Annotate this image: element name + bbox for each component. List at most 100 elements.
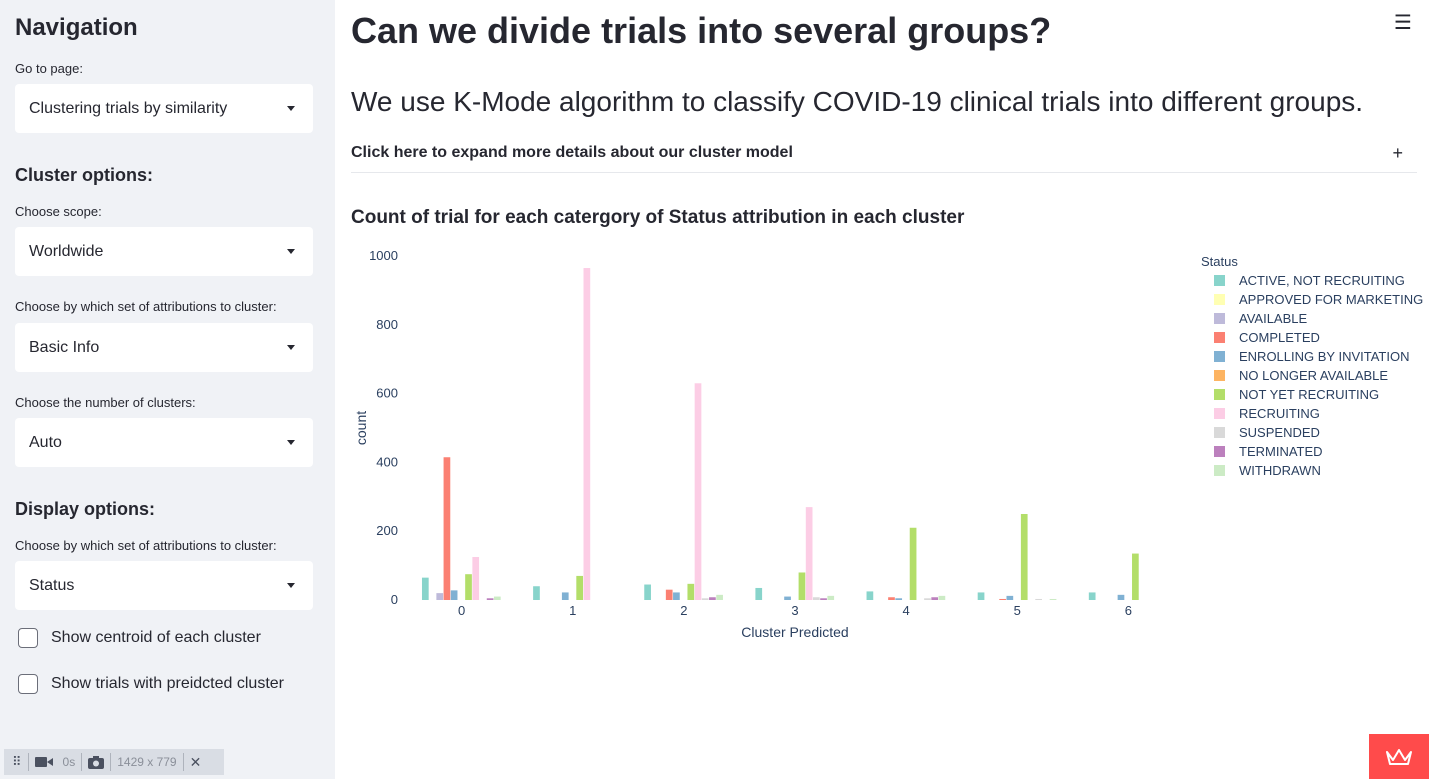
bar-4-9 bbox=[931, 597, 939, 600]
legend-entry: NO LONGER AVAILABLE bbox=[1239, 368, 1388, 383]
legend-swatch bbox=[1214, 370, 1225, 381]
page-title: Can we divide trials into several groups… bbox=[351, 10, 1052, 51]
legend-entry: WITHDRAWN bbox=[1239, 463, 1321, 478]
legend-swatch bbox=[1214, 275, 1225, 286]
bar-1-0 bbox=[533, 586, 540, 600]
legend-swatch bbox=[1214, 446, 1225, 457]
bar-2-9 bbox=[709, 597, 716, 600]
chart-title: Count of trial for each catergory of Sta… bbox=[351, 207, 965, 228]
attr-select[interactable]: Basic Info bbox=[15, 323, 313, 372]
bar-3-0 bbox=[755, 587, 763, 600]
legend-entry: AVAILABLE bbox=[1239, 311, 1307, 326]
bar-0-7 bbox=[472, 557, 480, 600]
bar-4-8 bbox=[924, 598, 931, 600]
screen-size: 1429 x 779 bbox=[117, 755, 177, 769]
caret-down-icon bbox=[287, 249, 295, 254]
camera-icon[interactable] bbox=[88, 755, 105, 769]
crown-icon bbox=[1386, 748, 1412, 765]
bar-2-8 bbox=[701, 598, 709, 600]
show-trials-label: Show trials with preidcted cluster bbox=[51, 675, 284, 692]
details-expander[interactable]: Click here to expand more details about … bbox=[351, 134, 1417, 173]
x-tick-label: 2 bbox=[680, 603, 687, 618]
legend-swatch bbox=[1214, 332, 1225, 343]
caret-down-icon bbox=[287, 345, 295, 350]
bar-3-8 bbox=[813, 597, 820, 600]
bar-1-7 bbox=[583, 268, 591, 600]
legend-entry: ENROLLING BY INVITATION bbox=[1239, 349, 1409, 364]
num-clusters-label: Choose the number of clusters: bbox=[15, 395, 196, 410]
close-icon[interactable]: ✕ bbox=[189, 753, 202, 770]
checkbox-box[interactable] bbox=[18, 674, 38, 694]
display-value: Status bbox=[29, 576, 75, 594]
legend-swatch bbox=[1214, 351, 1225, 362]
y-axis-label: count bbox=[353, 411, 369, 445]
display-select[interactable]: Status bbox=[15, 561, 313, 610]
x-tick-label: 3 bbox=[791, 603, 798, 618]
scope-value: Worldwide bbox=[29, 242, 104, 260]
status-bar-chart: 0 200 400 600 800 1000 count 0 1 2 3 4 5 6 Cluster Pre… bbox=[353, 248, 1423, 640]
bar-3-7 bbox=[805, 507, 813, 600]
bar-2-7 bbox=[694, 383, 702, 600]
expander-label: Click here to expand more details about … bbox=[351, 144, 793, 161]
bar-3-9 bbox=[820, 598, 827, 600]
bar-4-3 bbox=[888, 597, 895, 600]
bar-3-10 bbox=[827, 595, 835, 600]
bar-4-4 bbox=[895, 598, 903, 600]
bar-2-4 bbox=[673, 592, 680, 600]
num-clusters-value: Auto bbox=[29, 433, 62, 451]
y-tick-label: 400 bbox=[376, 454, 398, 469]
bar-1-4 bbox=[561, 592, 569, 600]
y-tick-label: 1000 bbox=[369, 248, 398, 263]
legend-swatch bbox=[1214, 427, 1225, 438]
show-centroid-checkbox[interactable]: Show centroid of each cluster bbox=[18, 628, 261, 648]
legend-entry: RECRUITING bbox=[1239, 406, 1320, 421]
num-clusters-select[interactable]: Auto bbox=[15, 418, 313, 467]
caret-down-icon bbox=[287, 106, 295, 111]
attr-value: Basic Info bbox=[29, 338, 100, 356]
legend-entry: COMPLETED bbox=[1239, 330, 1320, 345]
bar-4-10 bbox=[938, 595, 946, 600]
bar-0-4 bbox=[450, 590, 458, 600]
sidebar: Navigation Go to page: Clustering trials… bbox=[0, 0, 335, 779]
legend-entry: APPROVED FOR MARKETING bbox=[1239, 292, 1423, 307]
caret-down-icon bbox=[287, 440, 295, 445]
recording-toolbar: ⠿ 0s 1429 x 779 ✕ bbox=[4, 749, 224, 775]
goto-label: Go to page: bbox=[15, 61, 83, 76]
bar-6-4 bbox=[1117, 594, 1125, 600]
legend-swatch bbox=[1214, 313, 1225, 324]
drag-handle-icon[interactable]: ⠿ bbox=[12, 754, 22, 769]
bar-2-0 bbox=[644, 584, 651, 600]
bar-0-0 bbox=[421, 577, 429, 600]
bar-5-8 bbox=[1035, 598, 1042, 600]
bar-0-2 bbox=[436, 593, 444, 600]
checkbox-box[interactable] bbox=[18, 628, 38, 648]
show-trials-checkbox[interactable]: Show trials with preidcted cluster bbox=[18, 674, 284, 694]
x-tick-label: 1 bbox=[569, 603, 576, 618]
y-tick-label: 0 bbox=[391, 592, 398, 607]
bar-4-0 bbox=[866, 591, 874, 600]
scope-select[interactable]: Worldwide bbox=[15, 227, 313, 276]
bar-0-9 bbox=[486, 598, 494, 600]
legend-title: Status bbox=[1201, 254, 1238, 269]
attr-label: Choose by which set of attributions to c… bbox=[15, 299, 277, 314]
goto-page-select[interactable]: Clustering trials by similarity bbox=[15, 84, 313, 133]
plus-icon: + bbox=[1392, 142, 1403, 163]
show-centroid-label: Show centroid of each cluster bbox=[51, 629, 261, 646]
display-options-header: Display options: bbox=[15, 499, 156, 519]
video-camera-icon[interactable] bbox=[34, 756, 53, 768]
bar-3-6 bbox=[798, 572, 806, 600]
legend-swatch bbox=[1214, 408, 1225, 419]
legend-entry: ACTIVE, NOT RECRUITING bbox=[1239, 273, 1405, 288]
bar-6-6 bbox=[1132, 553, 1139, 600]
x-tick-label: 5 bbox=[1014, 603, 1021, 618]
streamlit-logo-button[interactable] bbox=[1369, 734, 1429, 779]
x-axis-label: Cluster Predicted bbox=[741, 624, 848, 640]
legend-entry: NOT YET RECRUITING bbox=[1239, 387, 1379, 402]
bar-0-10 bbox=[493, 596, 501, 600]
legend-swatch bbox=[1214, 294, 1225, 305]
sidebar-title: Navigation bbox=[15, 14, 138, 41]
legend-entry: SUSPENDED bbox=[1239, 425, 1320, 440]
x-tick-label: 0 bbox=[458, 603, 465, 618]
display-label: Choose by which set of attributions to c… bbox=[15, 538, 277, 553]
hamburger-menu-icon[interactable]: ☰ bbox=[1394, 12, 1412, 34]
